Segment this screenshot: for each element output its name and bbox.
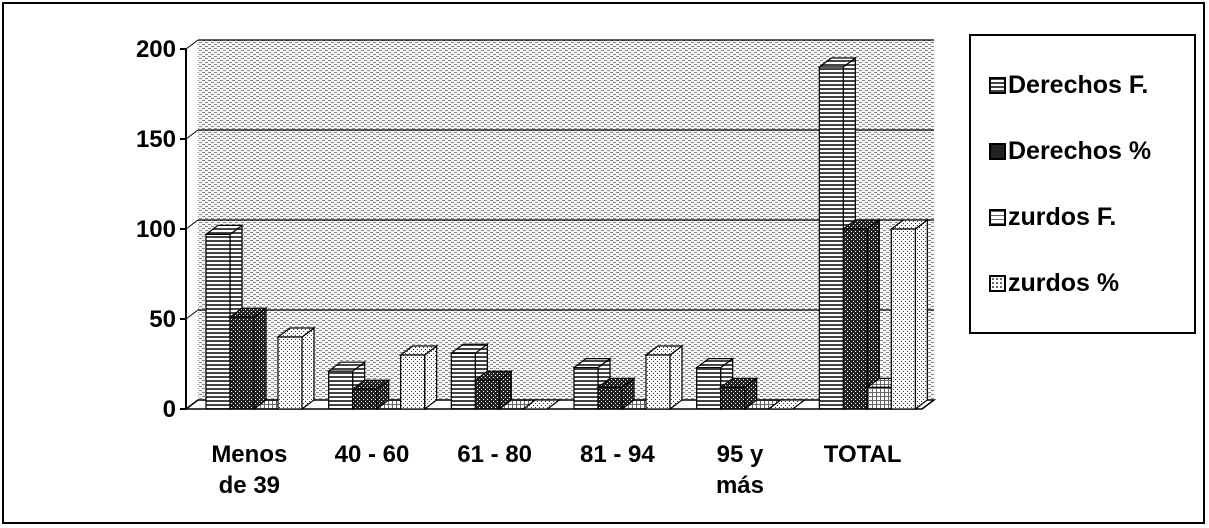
legend: Derechos F. Derechos % zurdos F. zurdos %	[969, 34, 1196, 334]
bar-front	[328, 370, 354, 410]
bar-flat	[521, 399, 562, 410]
x-tick-label: de 39	[219, 472, 280, 499]
bar	[766, 399, 807, 410]
bar-side	[914, 218, 928, 411]
bar-front	[573, 367, 599, 410]
bar-front	[205, 233, 231, 410]
bar-side	[301, 326, 315, 411]
bar	[473, 370, 514, 411]
legend-label: zurdos %	[1008, 268, 1120, 297]
gridline-depth	[185, 129, 199, 140]
bar-front	[450, 352, 476, 410]
bar-front	[696, 367, 722, 410]
x-tick-label: 40 - 60	[335, 441, 410, 468]
bar-front	[818, 66, 844, 410]
legend-swatch	[989, 76, 1006, 94]
bar	[889, 218, 930, 411]
bar-flat	[766, 399, 807, 410]
legend-item: Derechos F.	[989, 70, 1148, 100]
bar	[228, 307, 268, 411]
bar-front	[842, 228, 868, 410]
bar	[644, 344, 684, 411]
x-tick-label: 61 - 80	[457, 441, 532, 468]
bar-front	[400, 354, 426, 410]
bars	[204, 56, 930, 411]
x-tick-label: TOTAL	[824, 441, 902, 468]
y-axis: 0 50 100 150 200	[136, 36, 934, 423]
gridline-depth	[185, 39, 199, 50]
gridline-depth	[185, 219, 199, 230]
bar-front	[277, 336, 303, 410]
y-tick-label: 200	[136, 36, 176, 63]
bar-front	[890, 228, 916, 410]
legend-item: zurdos %	[989, 268, 1119, 298]
x-tick-label: más	[716, 472, 764, 499]
bar-side	[253, 307, 267, 411]
bar-front	[866, 386, 892, 410]
bar-front	[474, 379, 500, 410]
y-tick-label: 0	[163, 396, 176, 423]
y-tick-label: 50	[149, 306, 176, 333]
bar-front	[720, 386, 746, 410]
bar	[398, 344, 439, 411]
legend-swatch	[989, 274, 1006, 292]
bar-side	[424, 344, 438, 411]
legend-swatch	[989, 142, 1006, 160]
gridline-depth	[185, 309, 199, 320]
x-tick-label: Menos	[211, 441, 287, 468]
x-tick-label: 81 - 94	[580, 441, 655, 468]
bar-front	[352, 388, 378, 410]
y-tick-label: 150	[136, 126, 176, 153]
legend-swatch	[989, 208, 1006, 226]
bar	[596, 377, 636, 411]
bar	[718, 377, 759, 411]
bar-front	[645, 354, 671, 410]
bar-side	[669, 344, 683, 411]
legend-item: zurdos F.	[989, 202, 1116, 232]
bar-front	[597, 386, 623, 410]
y-tick-label: 100	[136, 216, 176, 243]
bar-front	[229, 316, 255, 410]
bar	[276, 326, 316, 411]
legend-item: Derechos %	[989, 136, 1151, 166]
bar	[521, 399, 562, 410]
legend-label: Derechos F.	[1008, 70, 1149, 99]
x-tick-label: 95 y	[717, 441, 764, 468]
legend-label: zurdos F.	[1008, 202, 1117, 231]
bar	[841, 218, 882, 411]
bar-chart: 0 50 100 150 200 Menos de 39 40 - 60 61 - 80 81 …	[136, 36, 937, 499]
legend-label: Derechos %	[1008, 136, 1152, 165]
x-axis: Menos de 39 40 - 60 61 - 80 81 - 94 95 y más TO…	[211, 441, 901, 499]
